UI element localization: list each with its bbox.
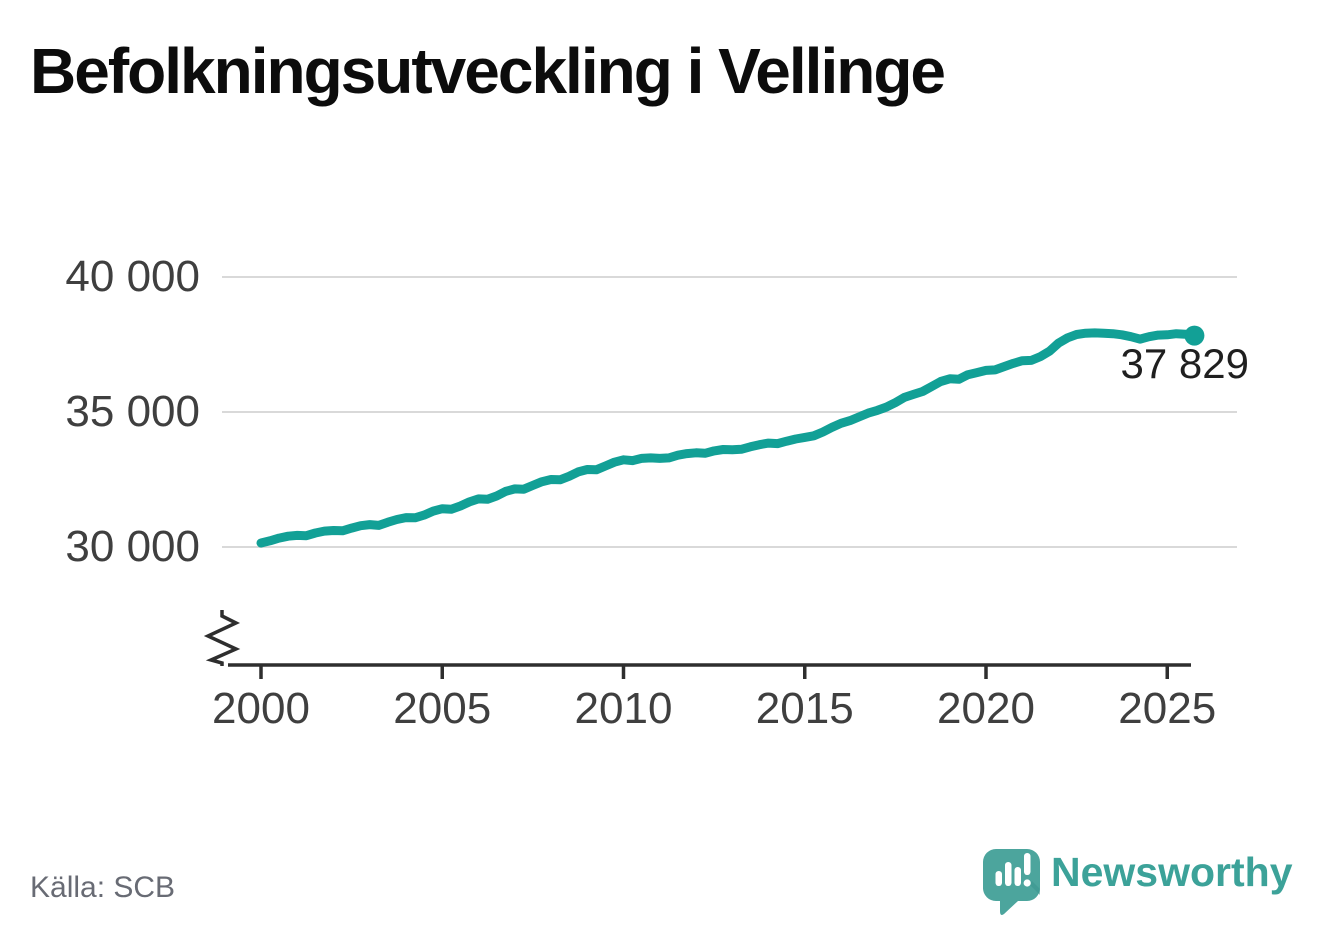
logo-exclamation-dot [1023, 879, 1031, 887]
x-tick-label-2010: 2010 [574, 684, 673, 733]
newsworthy-logo [983, 849, 1040, 915]
source-text: Källa: SCB [30, 871, 176, 904]
x-tick-label-2000: 2000 [212, 684, 310, 733]
x-tick-label-2025: 2025 [1118, 684, 1217, 733]
y-tick-label-35000: 35 000 [65, 387, 200, 436]
logo-bar-2 [1005, 862, 1012, 886]
end-point-dot [1184, 325, 1205, 346]
end-value-label: 37 829 [1120, 340, 1249, 387]
chart-title: Befolkningsutveckling i Vellinge [30, 35, 946, 107]
x-tick-label-2005: 2005 [393, 684, 492, 733]
newsworthy-wordmark: Newsworthy [1051, 849, 1293, 895]
axis-break-zigzag [203, 610, 241, 666]
x-tick-label-2015: 2015 [755, 684, 854, 733]
x-tick-label-2020: 2020 [937, 684, 1035, 733]
x-axis-ticks [259, 665, 1169, 679]
y-tick-label-30000: 30 000 [65, 522, 200, 571]
logo-shadow [1029, 881, 1040, 895]
population-line [256, 328, 1199, 548]
logo-bar-1 [995, 871, 1002, 886]
logo-bar-3 [1014, 867, 1021, 886]
gridlines [222, 276, 1237, 548]
logo-exclamation-bar [1024, 853, 1031, 875]
y-tick-label-40000: 40 000 [65, 252, 200, 301]
